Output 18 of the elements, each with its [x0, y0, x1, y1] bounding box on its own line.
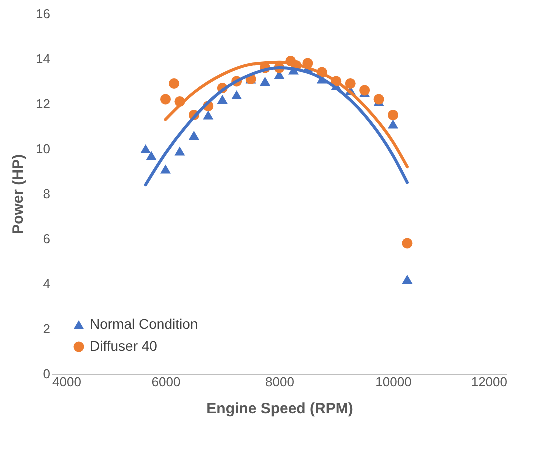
x-tick-label: 6000: [152, 374, 181, 390]
y-tick-label: 4: [43, 276, 50, 292]
y-axis-title: Power (HP): [10, 154, 28, 235]
x-axis-title: Engine Speed (RPM): [206, 400, 354, 418]
x-tick-label: 4000: [52, 374, 82, 390]
y-tick-label: 16: [36, 6, 50, 22]
y-tick-label: 14: [36, 52, 50, 66]
y-tick-label: 10: [36, 142, 50, 156]
x-tick-label: 8000: [266, 374, 294, 390]
y-tick-label: 2: [43, 322, 50, 336]
legend-label: Normal Condition: [90, 316, 198, 332]
y-tick-label: 8: [43, 186, 50, 202]
x-tick-label: 10000: [376, 374, 412, 390]
x-tick-label: 12000: [471, 374, 508, 390]
y-tick-label: 6: [43, 232, 50, 246]
y-tick-label: 0: [43, 366, 50, 382]
y-tick-label: 12: [36, 96, 50, 112]
legend-label: Diffuser 40: [90, 338, 158, 354]
